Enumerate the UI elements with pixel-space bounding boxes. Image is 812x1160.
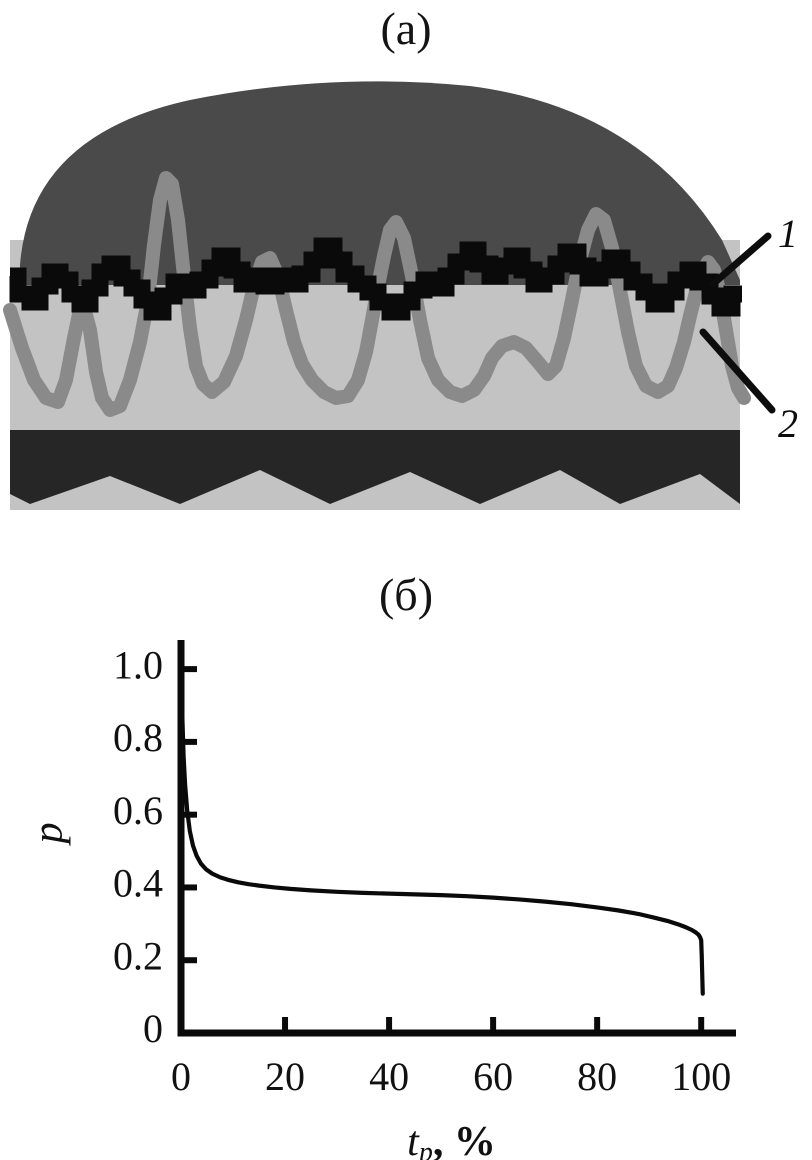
callout-1-label: 1 [778, 211, 798, 256]
callout-2-label: 2 [778, 401, 798, 446]
x-axis-title-sub: p [417, 1137, 433, 1160]
contact-profile [9, 237, 742, 321]
callout-2-leader [699, 328, 776, 414]
y-tick-label: 0 [143, 1006, 163, 1051]
contact-diagram: 1 2 [3, 81, 798, 510]
x-axis-title-main: t [407, 1119, 420, 1160]
x-tick-label: 40 [369, 1054, 409, 1099]
x-tick-label: 60 [473, 1054, 513, 1099]
callout-1-leader [709, 232, 772, 288]
y-tick-label: 0.8 [113, 715, 163, 760]
x-tick-label: 80 [577, 1054, 617, 1099]
x-tick-label: 0 [171, 1054, 191, 1099]
y-tick-label: 0.4 [113, 861, 163, 906]
x-tick-label: 20 [265, 1054, 305, 1099]
x-axis-title: tp, % [407, 1119, 496, 1160]
y-tick-label: 0.6 [113, 788, 163, 833]
base-zigzag-layer [10, 430, 740, 504]
roughness-profile-group [3, 171, 751, 417]
panel-b-title: (б) [378, 569, 434, 620]
x-axis-title-rest: , % [433, 1119, 496, 1160]
y-axis-title: p [26, 822, 72, 846]
y-tick-label: 0.2 [113, 933, 163, 978]
counterbody-dome [20, 81, 740, 285]
roughness-profile [3, 171, 751, 417]
x-tick-label: 100 [671, 1054, 731, 1099]
panel-a-title: (а) [380, 3, 432, 54]
y-tick-label: 1.0 [113, 642, 163, 687]
data-line-bearing-area-curve [178, 667, 705, 996]
